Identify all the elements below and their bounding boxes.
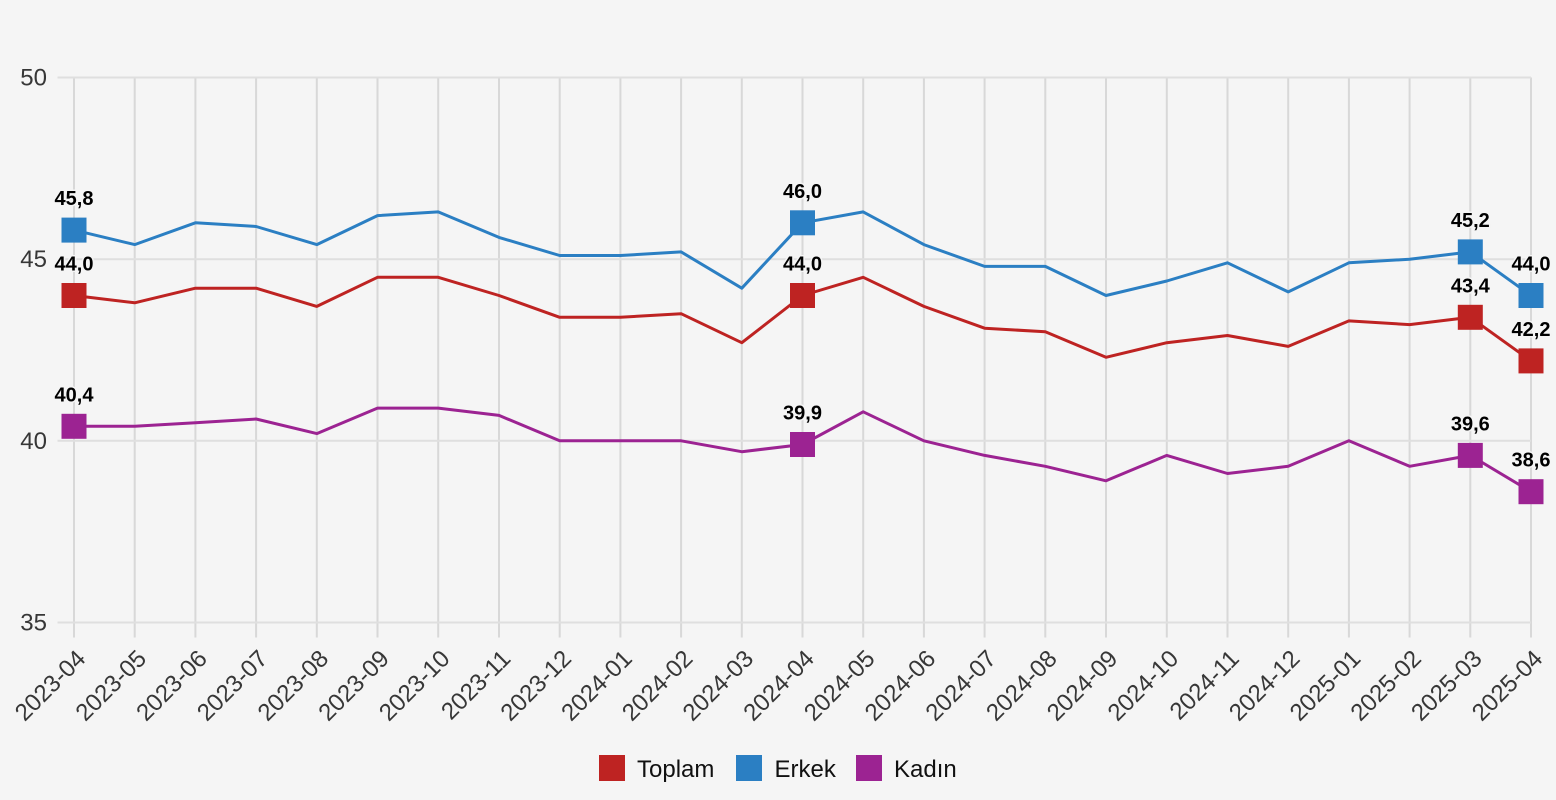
svg-text:43,4: 43,4 [1451, 275, 1491, 297]
svg-text:39,9: 39,9 [783, 403, 822, 425]
svg-text:45: 45 [20, 246, 47, 273]
svg-text:Toplam: Toplam [637, 756, 714, 783]
svg-text:45,8: 45,8 [55, 188, 94, 210]
svg-text:35: 35 [20, 610, 47, 637]
svg-text:42,2: 42,2 [1512, 319, 1551, 341]
svg-text:39,6: 39,6 [1451, 413, 1490, 435]
svg-text:44,0: 44,0 [1512, 254, 1551, 276]
svg-text:45,2: 45,2 [1451, 210, 1490, 232]
svg-text:38,6: 38,6 [1512, 450, 1551, 472]
svg-text:44,0: 44,0 [55, 254, 94, 276]
svg-text:44,0: 44,0 [783, 254, 822, 276]
svg-text:50: 50 [20, 65, 47, 92]
svg-text:Kadın: Kadın [894, 756, 957, 783]
svg-text:40,4: 40,4 [55, 384, 95, 406]
svg-text:40: 40 [20, 428, 47, 455]
svg-text:Erkek: Erkek [775, 756, 837, 783]
svg-text:46,0: 46,0 [783, 181, 822, 203]
